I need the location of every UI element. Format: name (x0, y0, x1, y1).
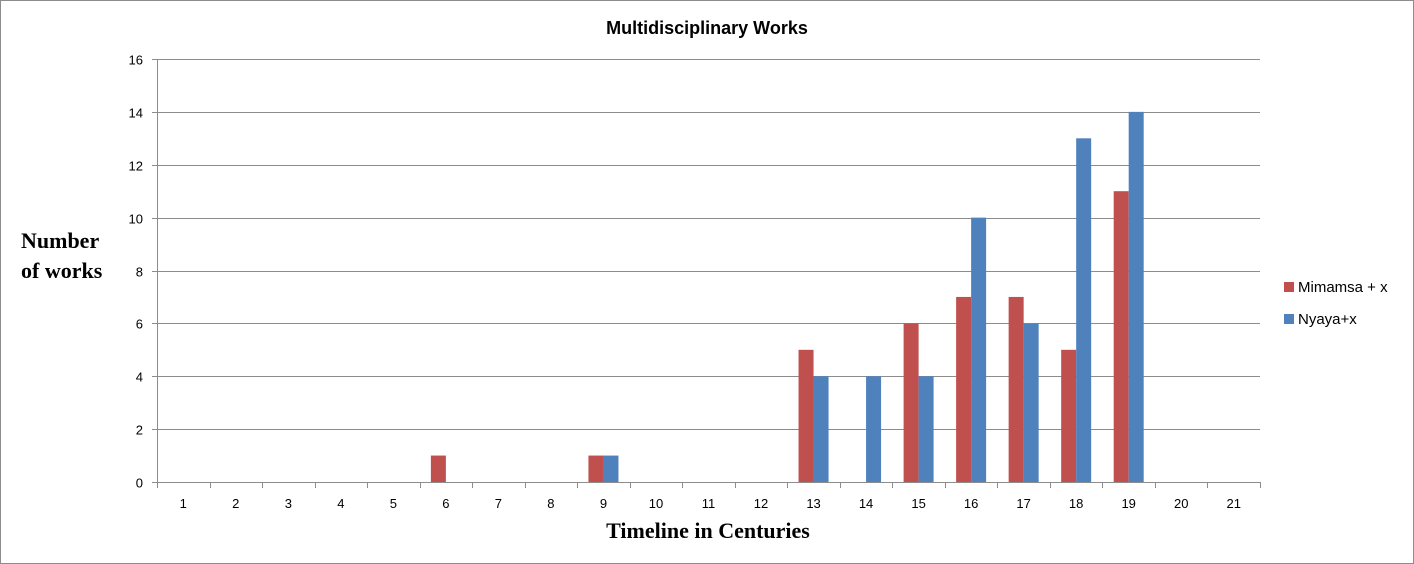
x-tick-label: 20 (1174, 496, 1188, 511)
legend-label-nyaya: Nyaya+x (1298, 311, 1357, 328)
y-axis-ticks: 0 2 4 6 8 10 12 14 16 (129, 53, 157, 491)
y-tick-label: 6 (136, 317, 143, 332)
x-tick-label: 16 (964, 496, 978, 511)
chart-title: Multidisciplinary Works (606, 18, 808, 38)
bar-mimamsa (798, 349, 814, 482)
x-tick-label: 5 (390, 496, 397, 511)
x-axis-ticks: 1 2 3 4 5 6 7 8 9 10 11 12 13 14 15 16 17 18 19 20 21 (157, 482, 1261, 511)
y-axis-title-line-1: Number (21, 228, 99, 253)
bar-nyaya (971, 217, 987, 482)
y-tick-label: 4 (136, 370, 143, 385)
bar-mimamsa (1061, 349, 1077, 482)
x-tick-label: 7 (495, 496, 502, 511)
x-tick-label: 3 (285, 496, 292, 511)
gridlines (157, 59, 1260, 430)
bar-mimamsa (1008, 296, 1024, 482)
x-tick-label: 9 (600, 496, 607, 511)
x-tick-label: 12 (754, 496, 768, 511)
x-tick-label: 15 (911, 496, 925, 511)
x-axis-title: Timeline in Centuries (606, 518, 810, 543)
bar-nyaya (603, 455, 619, 482)
x-tick-label: 4 (337, 496, 344, 511)
x-tick-label: 19 (1121, 496, 1135, 511)
bar-nyaya (866, 376, 882, 482)
legend-swatch-nyaya (1284, 314, 1294, 324)
x-tick-label: 2 (232, 496, 239, 511)
x-tick-label: 11 (702, 496, 716, 511)
bar-mimamsa (588, 455, 604, 482)
bar-nyaya (813, 376, 829, 482)
y-tick-label: 12 (129, 159, 143, 174)
bar-nyaya (918, 376, 934, 482)
x-tick-label: 21 (1227, 496, 1241, 511)
legend: Mimamsa + x Nyaya+x (1284, 279, 1388, 328)
legend-label-mimamsa: Mimamsa + x (1298, 279, 1388, 296)
legend-swatch-mimamsa (1284, 282, 1294, 292)
bar-mimamsa (1113, 191, 1129, 482)
x-tick-label: 6 (442, 496, 449, 511)
y-tick-label: 2 (136, 423, 143, 438)
y-tick-label: 0 (136, 476, 143, 491)
bars (430, 111, 1144, 482)
x-tick-label: 17 (1016, 496, 1030, 511)
y-tick-label: 10 (129, 212, 143, 227)
x-tick-label: 8 (547, 496, 554, 511)
x-tick-label: 13 (806, 496, 820, 511)
y-axis-title-line-2: of works (21, 258, 103, 283)
bar-mimamsa (430, 455, 446, 482)
x-tick-label: 18 (1069, 496, 1083, 511)
x-tick-label: 10 (649, 496, 663, 511)
x-tick-label: 14 (859, 496, 873, 511)
axes (157, 59, 1260, 483)
bar-nyaya (1023, 323, 1039, 482)
y-tick-label: 14 (129, 106, 143, 121)
bar-mimamsa (903, 323, 919, 482)
bar-nyaya (1076, 138, 1092, 482)
bar-mimamsa (956, 296, 972, 482)
y-tick-label: 8 (136, 265, 143, 280)
x-tick-label: 1 (180, 496, 187, 511)
y-tick-label: 16 (129, 53, 143, 68)
bar-nyaya (1128, 111, 1144, 482)
